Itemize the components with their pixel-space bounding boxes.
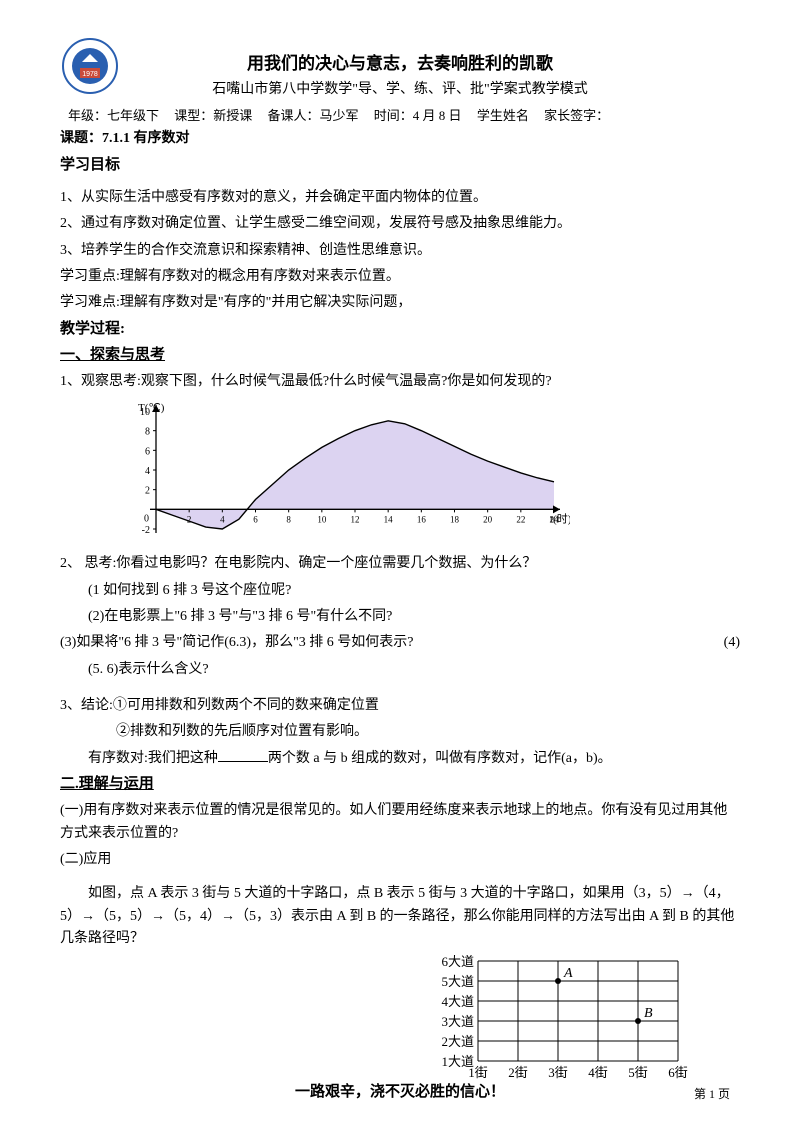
def-b: 两个数 a 与 b 组成的数对，叫做有序数对，记作(a，b)。 bbox=[268, 751, 612, 766]
section2-p1: (一)用有序数对来表示位置的情况是很常见的。如人们要用经练度来表示地球上的地点。… bbox=[60, 800, 740, 845]
blank-fill[interactable] bbox=[218, 748, 268, 762]
svg-text:T(℃): T(℃) bbox=[138, 402, 165, 414]
header-title: 用我们的决心与意志，去奏响胜利的凯歌 bbox=[60, 50, 740, 77]
svg-text:20: 20 bbox=[483, 514, 493, 524]
goal-2: 2、通过有序数对确定位置、让学生感受二维空间观，发展符号感及抽象思维能力。 bbox=[60, 213, 740, 235]
def-a: 有序数对:我们把这种 bbox=[88, 751, 218, 766]
conclusion-2: ②排数和列数的先后顺序对位置有影响。 bbox=[60, 721, 740, 743]
section1-q2-lead: 2、 思考:你看过电影吗？在电影院内、确定一个座位需要几个数据、为什么？ bbox=[60, 553, 740, 575]
q2-4-label: (4) bbox=[724, 632, 740, 654]
svg-text:2街: 2街 bbox=[508, 1065, 528, 1080]
ordered-pair-def: 有序数对:我们把这种 两个数 a 与 b 组成的数对，叫做有序数对，记作(a，b)… bbox=[60, 748, 740, 770]
svg-text:2: 2 bbox=[187, 514, 192, 524]
q2-3-text: (3)如果将"6 排 3 号"简记作(6.3)，那么"3 排 6 号如何表示? bbox=[60, 635, 414, 650]
svg-text:18: 18 bbox=[450, 514, 460, 524]
goal-3: 3、培养学生的合作交流意识和探索精神、创造性思维意识。 bbox=[60, 240, 740, 262]
conclusion-1: 3、结论:①可用排数和列数两个不同的数来确定位置 bbox=[60, 695, 740, 717]
meta-type: 课型：新授课 bbox=[174, 108, 252, 123]
svg-text:5街: 5街 bbox=[628, 1065, 648, 1080]
svg-text:14: 14 bbox=[384, 514, 394, 524]
svg-text:12: 12 bbox=[351, 514, 360, 524]
section1-title: 一、探索与思考 bbox=[60, 343, 740, 367]
svg-text:16: 16 bbox=[417, 514, 427, 524]
svg-text:8: 8 bbox=[286, 514, 291, 524]
goals-title: 学习目标 bbox=[60, 153, 740, 177]
svg-text:3街: 3街 bbox=[548, 1065, 568, 1080]
svg-text:4: 4 bbox=[220, 514, 225, 524]
section2-p2: (二)应用 bbox=[60, 849, 740, 871]
svg-text:8: 8 bbox=[145, 427, 150, 438]
meta-student: 学生姓名 bbox=[477, 108, 529, 123]
meta-date: 时间：4 月 8 日 bbox=[374, 108, 462, 123]
svg-text:2: 2 bbox=[145, 486, 150, 497]
meta-line: 年级：七年级下 课型：新授课 备课人：马少军 时间：4 月 8 日 学生姓名 家… bbox=[60, 106, 740, 127]
meta-teacher: 备课人：马少军 bbox=[268, 108, 359, 123]
svg-text:6街: 6街 bbox=[668, 1065, 688, 1080]
meta-parent: 家长签字： bbox=[544, 108, 609, 123]
svg-text:4街: 4街 bbox=[588, 1065, 608, 1080]
svg-text:A: A bbox=[563, 966, 573, 981]
section1-q2-5: (5. 6)表示什么含义? bbox=[60, 659, 740, 681]
svg-text:4: 4 bbox=[145, 466, 150, 477]
goal-1: 1、从实际生活中感受有序数对的意义，并会确定平面内物体的位置。 bbox=[60, 187, 740, 209]
lesson-topic: 课题：7.1.1 有序数对 bbox=[60, 128, 740, 150]
section1-q2-3: (3)如果将"6 排 3 号"简记作(6.3)，那么"3 排 6 号如何表示? … bbox=[60, 632, 740, 654]
focus: 学习重点:理解有序数对的概念用有序数对来表示位置。 bbox=[60, 266, 740, 288]
svg-text:t(时): t(时) bbox=[550, 512, 570, 525]
section2-title: 二.理解与运用 bbox=[60, 772, 740, 796]
svg-text:10: 10 bbox=[317, 514, 327, 524]
svg-text:3大道: 3大道 bbox=[441, 1014, 474, 1029]
svg-text:2大道: 2大道 bbox=[441, 1034, 474, 1049]
svg-text:-2: -2 bbox=[142, 525, 150, 536]
svg-text:0: 0 bbox=[144, 513, 149, 524]
meta-grade: 年级：七年级下 bbox=[68, 108, 159, 123]
process-title: 教学过程: bbox=[60, 317, 740, 341]
section1-q2-1: (1 如何找到 6 排 3 号这个座位呢? bbox=[60, 580, 740, 602]
svg-text:1街: 1街 bbox=[468, 1065, 488, 1080]
svg-text:6: 6 bbox=[253, 514, 258, 524]
svg-text:6: 6 bbox=[145, 446, 150, 457]
svg-text:5大道: 5大道 bbox=[441, 974, 474, 989]
difficulty: 学习难点:理解有序数对是"有序的"并用它解决实际问题， bbox=[60, 292, 740, 314]
footer-slogan: 一路艰辛，浇不灭必胜的信心！ bbox=[0, 1080, 800, 1104]
section1-q2-2: (2)在电影票上"6 排 3 号"与"3 排 6 号"有什么不同? bbox=[60, 606, 740, 628]
svg-text:4大道: 4大道 bbox=[441, 994, 474, 1009]
logo-year: 1978 bbox=[82, 71, 98, 78]
section2-app: 如图，点 A 表示 3 街与 5 大道的十字路口，点 B 表示 5 街与 3 大… bbox=[60, 883, 740, 950]
header-subtitle: 石嘴山市第八中学数学"导、学、练、评、批"学案式教学模式 bbox=[60, 79, 740, 101]
svg-text:6大道: 6大道 bbox=[441, 955, 474, 969]
section1-q1: 1、观察思考:观察下图，什么时候气温最低?什么时候气温最高?你是如何发现的? bbox=[60, 371, 740, 393]
svg-text:B: B bbox=[644, 1006, 653, 1021]
temperature-chart: -224681024681012141618202224T(℃)t(时)0 bbox=[120, 399, 570, 549]
school-logo: 1978 bbox=[62, 38, 118, 94]
svg-text:22: 22 bbox=[516, 514, 525, 524]
page-number: 第 1 页 bbox=[694, 1085, 730, 1104]
